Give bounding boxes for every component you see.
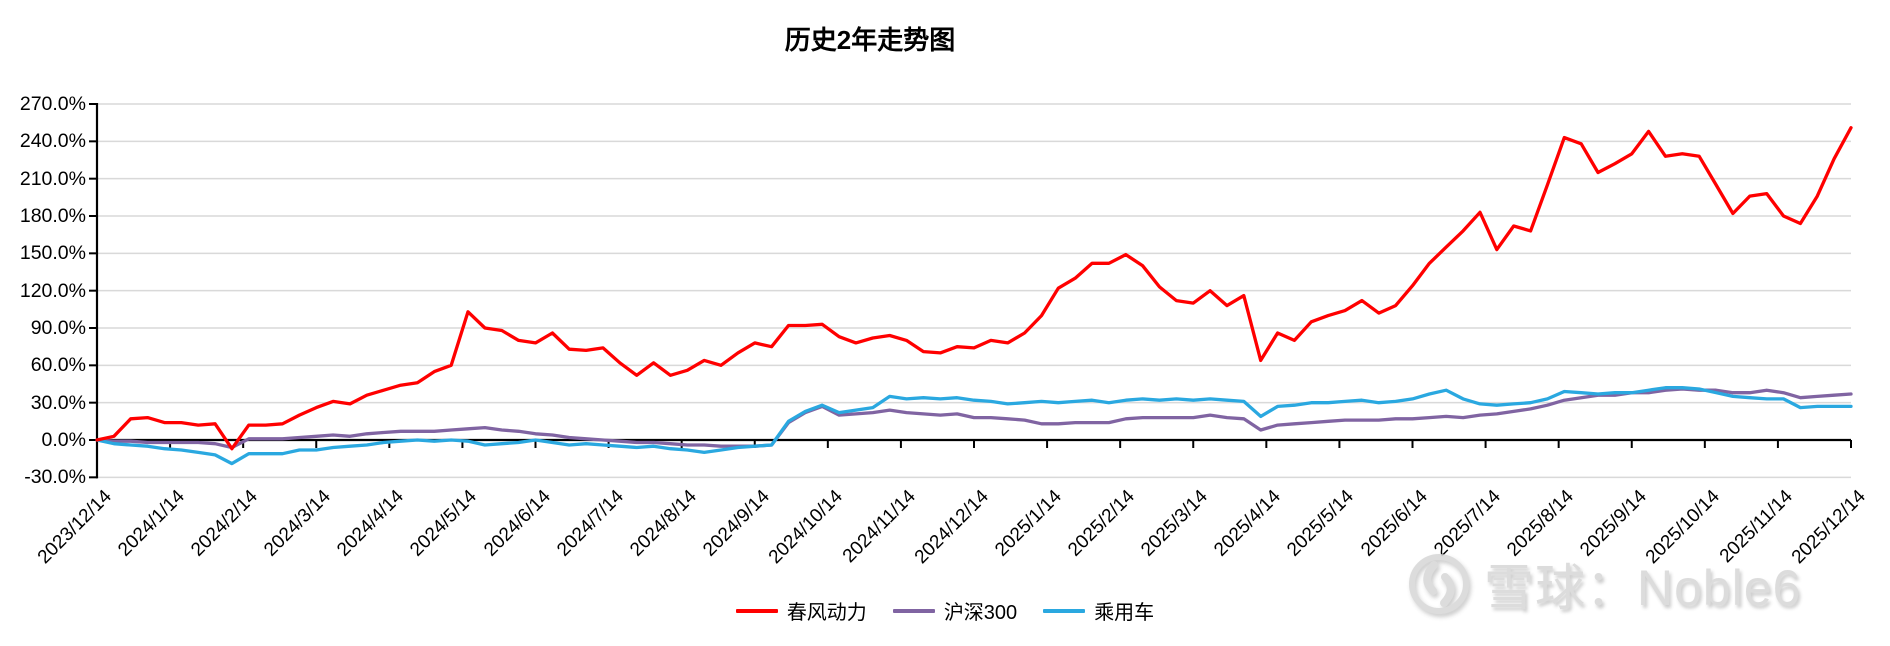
series-line-1-hushen300: [95, 387, 1853, 450]
watermark: 雪球：Noble6: [1406, 548, 1801, 620]
y-tick-label: 30.0%: [30, 391, 86, 414]
y-tick-label: 180.0%: [19, 205, 86, 227]
legend-item: 乘用车: [1043, 596, 1154, 625]
y-tick-label: 0.0%: [41, 429, 86, 451]
legend: 春风动力 沪深300 乘用车: [0, 596, 1890, 625]
legend-swatch-line: [892, 608, 935, 613]
y-tick-label: 150.0%: [19, 242, 86, 265]
y-tick-label: 210.0%: [19, 167, 86, 190]
series-line-2-chengyongche: [95, 386, 1853, 466]
y-tick-label: 60.0%: [30, 354, 86, 377]
legend-item: 沪深300: [892, 596, 1018, 625]
legend-item-label: 沪深300: [943, 602, 1018, 624]
legend-swatch-line: [735, 608, 778, 613]
legend-swatch-line: [1043, 608, 1086, 613]
y-tick-label: 120.0%: [19, 279, 86, 302]
series-line-0-chunfengdongli: [95, 126, 1853, 451]
xueqiu-snowball-logo-icon: [1409, 554, 1469, 614]
y-tick-label: 240.0%: [19, 130, 86, 153]
legend-item-label: 春风动力: [786, 602, 867, 624]
legend-item-label: 乘用车: [1094, 602, 1155, 624]
y-tick-label: 270.0%: [19, 93, 86, 115]
chart-title: 历史2年走势图: [784, 25, 956, 55]
y-tick-label: 90.0%: [30, 317, 86, 339]
y-tick-label: -30.0%: [24, 466, 86, 489]
legend-item: 春风动力: [735, 596, 867, 625]
watermark-text: 雪球：Noble6: [1484, 560, 1802, 616]
